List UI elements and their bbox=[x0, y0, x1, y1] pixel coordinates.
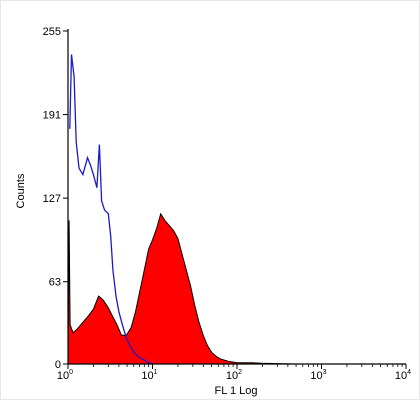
x-tick-label: 103 bbox=[310, 369, 326, 382]
filled-histogram-series bbox=[67, 212, 297, 365]
y-axis-title: Counts bbox=[15, 173, 27, 208]
axes-layer: 0 63 127 191 255 100 101 102 103 104 bbox=[43, 26, 412, 382]
y-tick-label: 255 bbox=[43, 26, 61, 38]
x-axis-title: FL 1 Log bbox=[214, 385, 257, 397]
y-tick-label: 191 bbox=[43, 110, 61, 122]
y-tick-label: 0 bbox=[55, 359, 61, 371]
control-histogram-line bbox=[69, 54, 153, 365]
x-tick-label: 101 bbox=[141, 369, 157, 382]
x-tick-label: 104 bbox=[395, 369, 411, 382]
x-tick-label: 102 bbox=[226, 369, 242, 382]
y-tick-label: 63 bbox=[49, 277, 61, 289]
y-tick-label: 127 bbox=[43, 193, 61, 205]
x-tick-label: 100 bbox=[57, 369, 73, 382]
data-layer bbox=[67, 54, 297, 365]
